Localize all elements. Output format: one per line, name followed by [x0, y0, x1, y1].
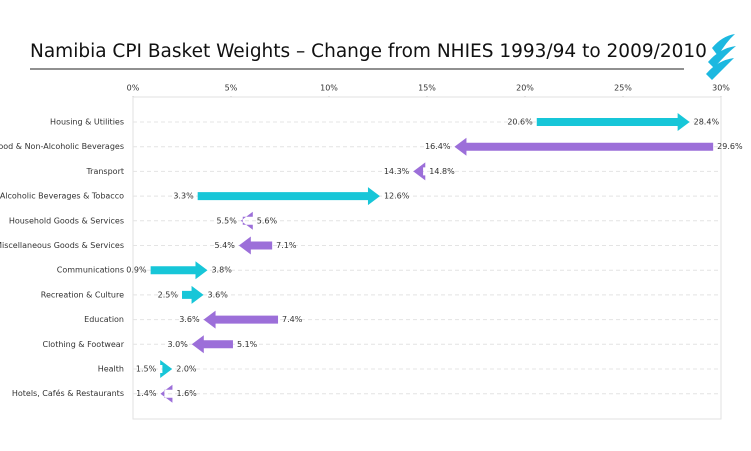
- logo: [706, 34, 736, 80]
- start-label: 20.6%: [507, 118, 533, 127]
- end-label: 3.0%: [167, 340, 188, 349]
- end-label: 5.4%: [215, 241, 236, 250]
- end-label: 3.6%: [208, 290, 229, 299]
- x-tick-label: 15%: [418, 84, 436, 93]
- end-label: 1.4%: [136, 389, 157, 398]
- start-label: 5.1%: [237, 340, 258, 349]
- y-tick-label: Food & Non-Alcoholic Beverages: [0, 142, 124, 151]
- arrow: [203, 310, 279, 329]
- end-label: 2.0%: [176, 365, 197, 374]
- y-tick-label: Housing & Utilities: [50, 118, 124, 127]
- start-label: 7.4%: [282, 315, 303, 324]
- arrow: [160, 360, 173, 378]
- end-label: 28.4%: [694, 118, 720, 127]
- start-label: 7.1%: [276, 241, 297, 250]
- arrow: [191, 335, 233, 354]
- start-label: 1.5%: [136, 365, 157, 374]
- y-tick-label: Communications: [57, 266, 124, 275]
- arrow: [160, 384, 173, 403]
- arrow: [150, 261, 208, 280]
- end-label: 12.6%: [384, 192, 410, 201]
- y-tick-label: Education: [84, 315, 124, 324]
- x-tick-label: 10%: [320, 84, 338, 93]
- arrow: [238, 236, 273, 255]
- y-tick-label: Clothing & Footwear: [42, 340, 124, 349]
- x-tick-label: 0%: [127, 84, 140, 93]
- x-tick-label: 25%: [614, 84, 632, 93]
- x-tick-label: 5%: [225, 84, 238, 93]
- start-label: 5.6%: [257, 216, 278, 225]
- y-tick-label: Household Goods & Services: [9, 216, 124, 225]
- start-label: 0.9%: [126, 266, 147, 275]
- chart-title: Namibia CPI Basket Weights – Change from…: [30, 41, 707, 62]
- arrow: [536, 113, 690, 131]
- arrow: [182, 285, 204, 304]
- y-tick-label: Transport: [85, 167, 124, 176]
- start-label: 3.3%: [173, 192, 194, 201]
- arrow: [413, 162, 426, 181]
- y-tick-label: Alcoholic Beverages & Tobacco: [0, 192, 124, 201]
- start-label: 14.8%: [429, 167, 455, 176]
- start-label: 1.6%: [176, 389, 197, 398]
- end-label: 3.8%: [211, 266, 232, 275]
- arrow: [454, 137, 714, 156]
- end-label: 5.5%: [216, 216, 237, 225]
- end-label: 3.6%: [179, 315, 200, 324]
- arrow: [197, 187, 380, 206]
- y-tick-label: Health: [98, 365, 124, 374]
- end-label: 16.4%: [425, 142, 451, 151]
- x-tick-label: 20%: [516, 84, 534, 93]
- y-tick-label: Miscellaneous Goods & Services: [0, 241, 124, 250]
- start-label: 2.5%: [158, 290, 179, 299]
- y-tick-label: Recreation & Culture: [41, 290, 124, 299]
- end-label: 14.3%: [384, 167, 410, 176]
- y-tick-label: Hotels, Cafés & Restaurants: [12, 388, 124, 398]
- arrow: [240, 211, 253, 230]
- x-tick-label: 30%: [712, 84, 730, 93]
- start-label: 29.6%: [717, 142, 743, 151]
